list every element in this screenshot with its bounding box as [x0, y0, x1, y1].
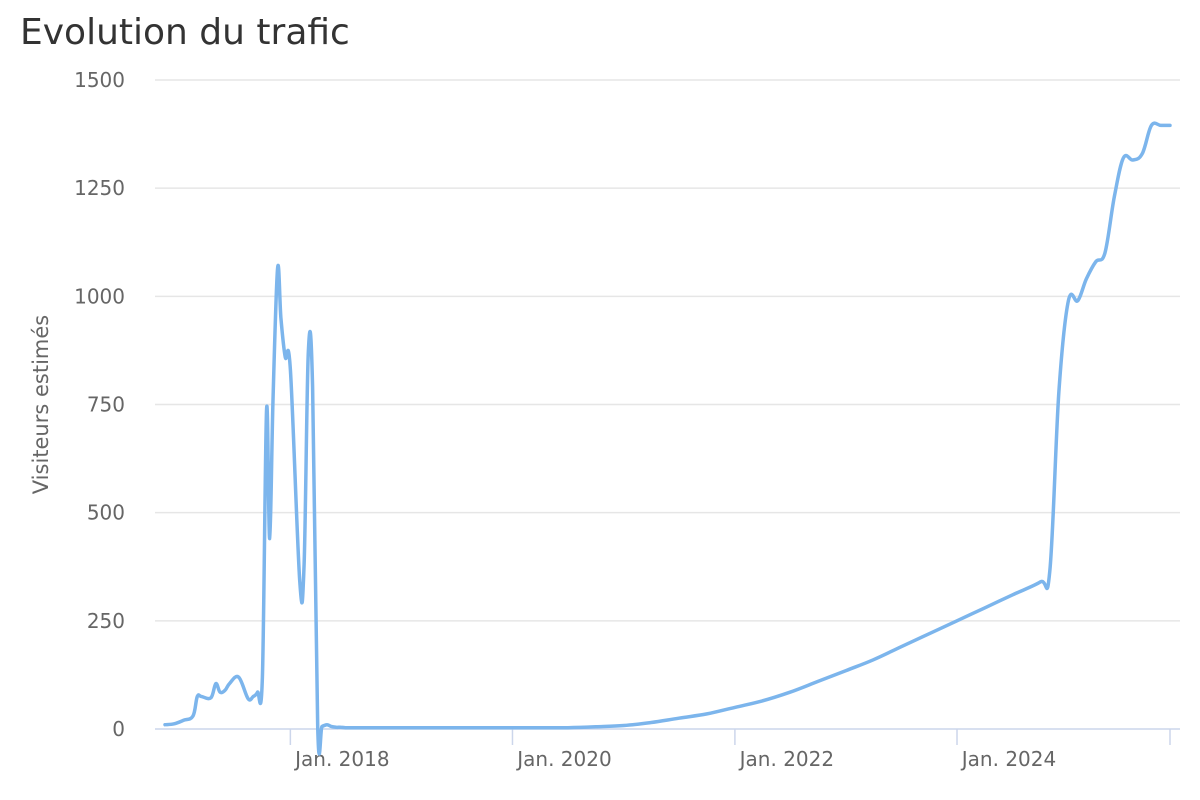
- y-tick-label: 1250: [74, 176, 125, 200]
- y-tick-label: 0: [112, 717, 125, 741]
- x-tick-label: Jan. 2020: [515, 747, 611, 771]
- y-tick-label: 750: [87, 393, 125, 417]
- y-tick-label: 1000: [74, 284, 125, 308]
- chart-title: Evolution du trafic: [20, 12, 350, 53]
- y-tick-label: 1500: [74, 68, 125, 92]
- y-tick-label: 500: [87, 501, 125, 525]
- x-tick-label: Jan. 2022: [738, 747, 834, 771]
- series-layer: [163, 121, 1172, 756]
- x-tick-label: Jan. 2018: [293, 747, 389, 771]
- grid-lines: [155, 79, 1180, 622]
- y-tick-label: 250: [87, 609, 125, 633]
- x-axis-ticks: Jan. 2018 Jan. 2020 Jan. 2022 Jan. 2024: [289, 729, 1171, 771]
- y-axis-ticks: 0 250 500 750 1000 1250 1500: [74, 68, 125, 741]
- series-line-0: [163, 121, 1172, 756]
- y-axis-title: Visiteurs estimés: [29, 315, 53, 494]
- x-tick-label: Jan. 2024: [960, 747, 1056, 771]
